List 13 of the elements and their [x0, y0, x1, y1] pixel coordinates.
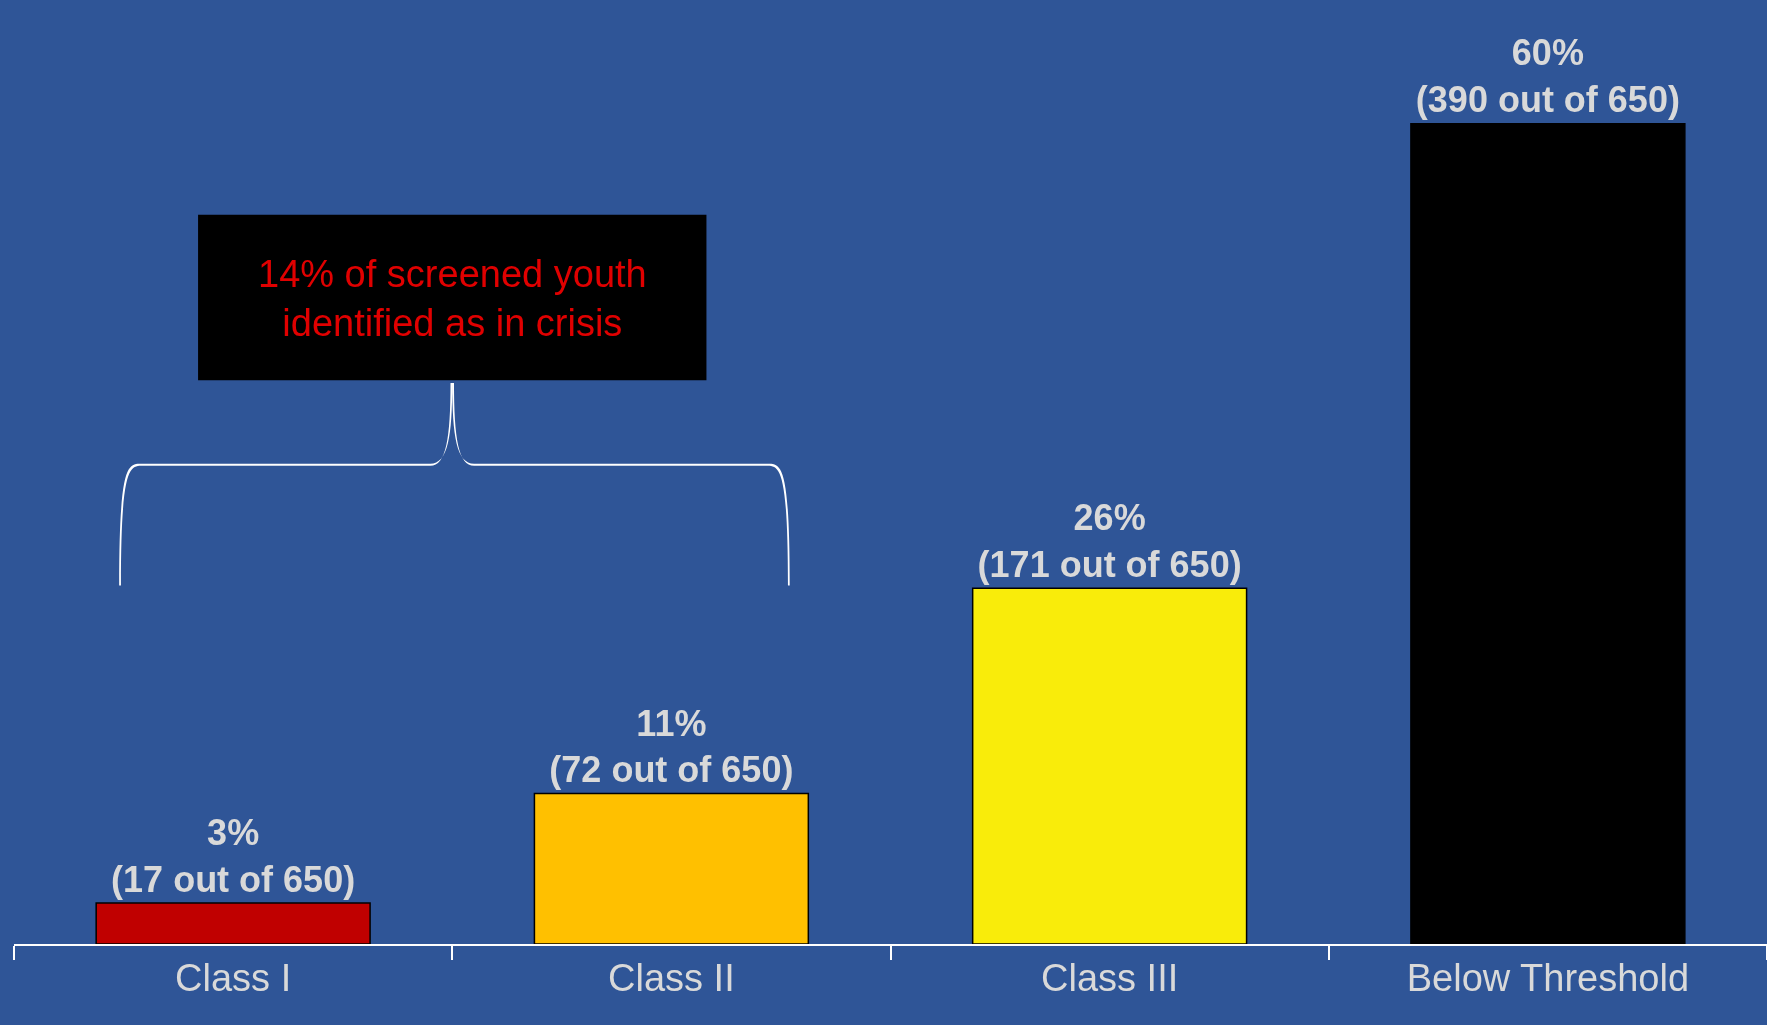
x-tick-label: Class I — [175, 957, 292, 1000]
data-label: 11% (72 out of 650) — [549, 702, 794, 791]
bar — [971, 587, 1248, 944]
data-label: 3% (17 out of 650) — [111, 812, 356, 900]
x-tick-label: Below Threshold — [1406, 957, 1690, 1000]
bar — [95, 902, 371, 944]
data-label: 26% (171 out of 650) — [977, 497, 1242, 586]
bar — [533, 792, 810, 944]
bar — [1410, 123, 1686, 944]
annotation: 14% of screened youth identified as in crisis — [258, 253, 647, 345]
x-tick-label: Class II — [608, 957, 735, 1000]
data-label: 60% (390 out of 650) — [1415, 32, 1680, 120]
x-tick-label: Class III — [1041, 957, 1179, 1000]
